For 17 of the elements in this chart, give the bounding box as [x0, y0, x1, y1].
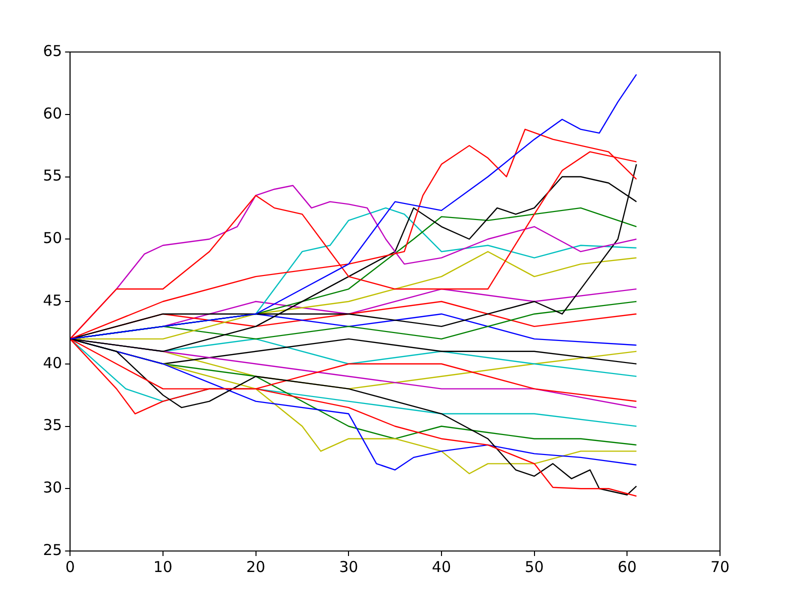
y-tick-label: 40: [42, 354, 62, 372]
x-tick-label: 10: [153, 558, 172, 576]
y-tick-label: 65: [42, 42, 62, 60]
x-tick-label: 50: [524, 558, 544, 576]
y-tick-label: 50: [42, 229, 62, 248]
y-tick-label: 25: [42, 540, 62, 559]
y-tick-label: 30: [42, 478, 62, 497]
x-tick-label: 0: [65, 558, 75, 576]
y-tick-label: 35: [42, 416, 62, 434]
y-tick-label: 45: [42, 291, 62, 310]
x-tick-label: 60: [618, 558, 637, 576]
x-tick-label: 20: [246, 558, 266, 576]
y-tick-label: 55: [42, 166, 62, 185]
y-tick-label: 60: [42, 104, 62, 122]
x-tick-label: 30: [339, 558, 358, 576]
x-tick-label: 70: [710, 558, 730, 576]
x-tick-label: 40: [432, 558, 452, 576]
